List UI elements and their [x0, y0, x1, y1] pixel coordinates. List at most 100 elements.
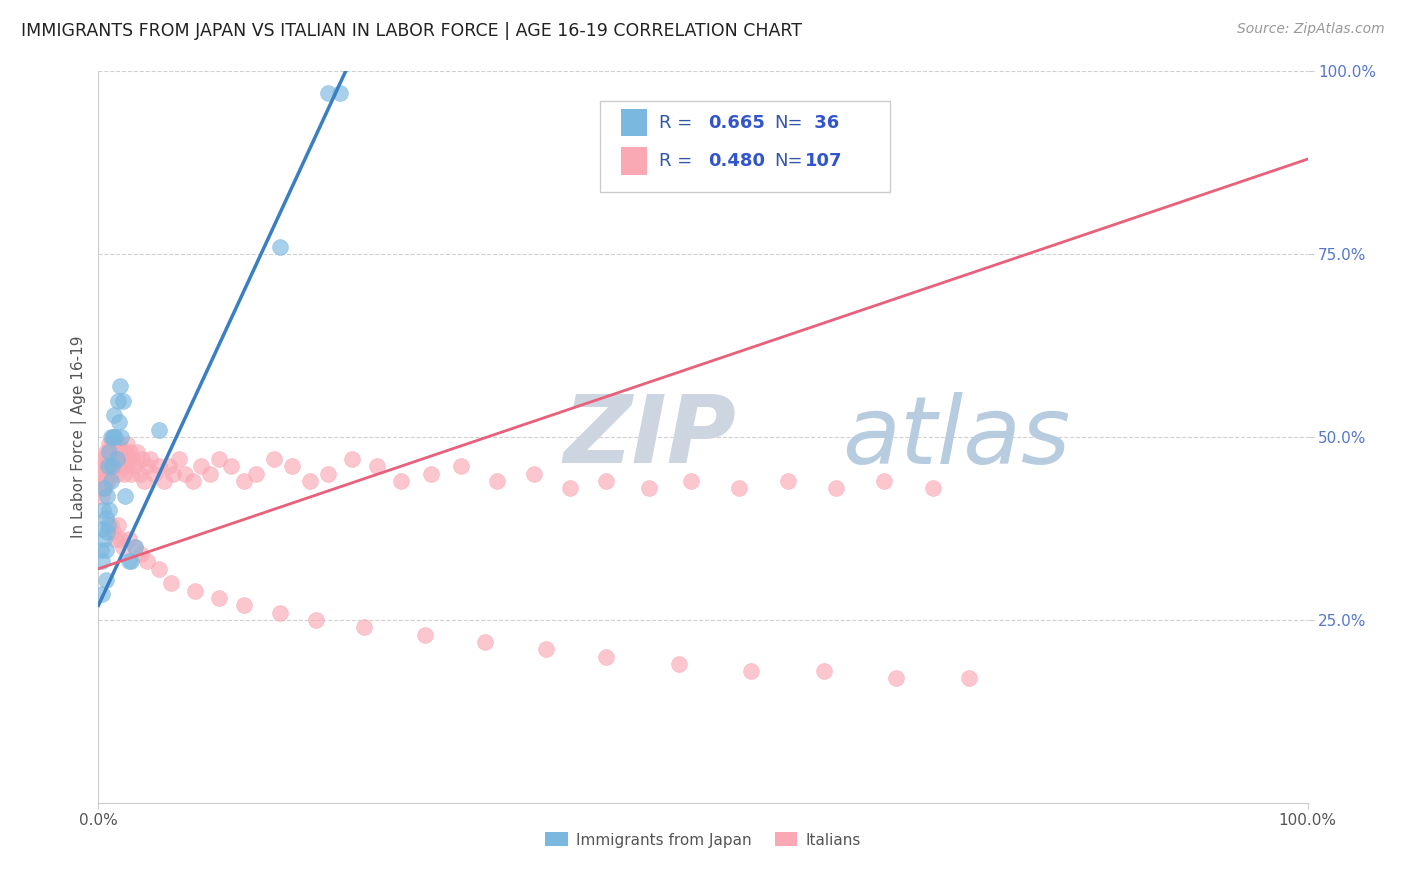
Italians — [157, 459, 180, 474]
Italians — [413, 627, 436, 641]
Italians — [100, 437, 122, 451]
Immigrants from Japan — [148, 423, 170, 437]
Italians — [776, 474, 799, 488]
Italians — [135, 459, 157, 474]
Italians — [96, 467, 118, 481]
Text: N=: N= — [775, 113, 803, 131]
Immigrants from Japan — [100, 459, 122, 474]
Text: atlas: atlas — [842, 392, 1070, 483]
Italians — [135, 554, 157, 568]
Italians — [107, 517, 129, 532]
Immigrants from Japan — [329, 87, 352, 101]
Italians — [740, 664, 762, 678]
Italians — [668, 657, 690, 671]
Bar — [621, 147, 647, 175]
Italians — [98, 437, 121, 451]
Immigrants from Japan — [91, 554, 114, 568]
Italians — [91, 452, 114, 467]
Immigrants from Japan — [105, 452, 128, 467]
Italians — [100, 459, 122, 474]
Italians — [637, 481, 659, 495]
Italians — [93, 481, 115, 495]
Immigrants from Japan — [97, 517, 120, 532]
FancyBboxPatch shape — [600, 101, 890, 192]
Italians — [353, 620, 375, 634]
Italians — [97, 444, 120, 458]
Italians — [100, 444, 122, 458]
Italians — [886, 672, 908, 686]
Bar — [621, 109, 647, 136]
Italians — [128, 467, 150, 481]
Immigrants from Japan — [98, 503, 121, 517]
Italians — [198, 467, 221, 481]
Italians — [190, 459, 212, 474]
Immigrants from Japan — [108, 416, 131, 430]
Italians — [305, 613, 328, 627]
Italians — [389, 474, 412, 488]
Italians — [91, 467, 114, 481]
Y-axis label: In Labor Force | Age 16-19: In Labor Force | Age 16-19 — [72, 335, 87, 539]
Italians — [114, 444, 136, 458]
Italians — [534, 642, 557, 657]
Italians — [813, 664, 835, 678]
Immigrants from Japan — [91, 587, 114, 601]
Italians — [118, 533, 141, 547]
Immigrants from Japan — [114, 489, 136, 503]
Italians — [921, 481, 943, 495]
Italians — [101, 452, 124, 467]
Immigrants from Japan — [94, 510, 117, 524]
Italians — [825, 481, 848, 495]
Text: N=: N= — [775, 153, 803, 170]
Text: ZIP: ZIP — [564, 391, 737, 483]
Italians — [148, 562, 170, 576]
Text: IMMIGRANTS FROM JAPAN VS ITALIAN IN LABOR FORCE | AGE 16-19 CORRELATION CHART: IMMIGRANTS FROM JAPAN VS ITALIAN IN LABO… — [21, 22, 801, 40]
Italians — [208, 591, 231, 605]
Immigrants from Japan — [90, 543, 112, 558]
Italians — [728, 481, 751, 495]
Italians — [316, 467, 339, 481]
Immigrants from Japan — [101, 430, 124, 444]
Italians — [118, 444, 141, 458]
Italians — [184, 583, 207, 598]
Italians — [104, 452, 127, 467]
Italians — [112, 467, 135, 481]
Text: 0.480: 0.480 — [707, 153, 765, 170]
Italians — [118, 452, 141, 467]
Immigrants from Japan — [93, 481, 115, 495]
Immigrants from Japan — [97, 459, 120, 474]
Text: R =: R = — [659, 153, 699, 170]
Immigrants from Japan — [108, 379, 131, 393]
Immigrants from Japan — [316, 87, 339, 101]
Immigrants from Japan — [94, 543, 117, 558]
Italians — [160, 576, 183, 591]
Italians — [269, 606, 291, 620]
Italians — [245, 467, 267, 481]
Text: Source: ZipAtlas.com: Source: ZipAtlas.com — [1237, 22, 1385, 37]
Italians — [143, 467, 166, 481]
Italians — [420, 467, 443, 481]
Italians — [124, 459, 146, 474]
Italians — [595, 649, 617, 664]
Italians — [98, 459, 121, 474]
Text: 107: 107 — [804, 153, 842, 170]
Italians — [111, 540, 134, 554]
Italians — [90, 481, 112, 495]
Italians — [486, 474, 509, 488]
Italians — [148, 459, 170, 474]
Italians — [134, 474, 156, 488]
Italians — [129, 547, 152, 561]
Immigrants from Japan — [104, 430, 127, 444]
Immigrants from Japan — [91, 503, 114, 517]
Italians — [342, 452, 364, 467]
Immigrants from Japan — [107, 393, 129, 408]
Italians — [450, 459, 472, 474]
Legend: Immigrants from Japan, Italians: Immigrants from Japan, Italians — [540, 826, 866, 854]
Immigrants from Japan — [93, 533, 115, 547]
Italians — [174, 467, 197, 481]
Italians — [124, 540, 146, 554]
Italians — [94, 444, 117, 458]
Italians — [121, 452, 143, 467]
Italians — [523, 467, 546, 481]
Italians — [679, 474, 702, 488]
Italians — [366, 459, 388, 474]
